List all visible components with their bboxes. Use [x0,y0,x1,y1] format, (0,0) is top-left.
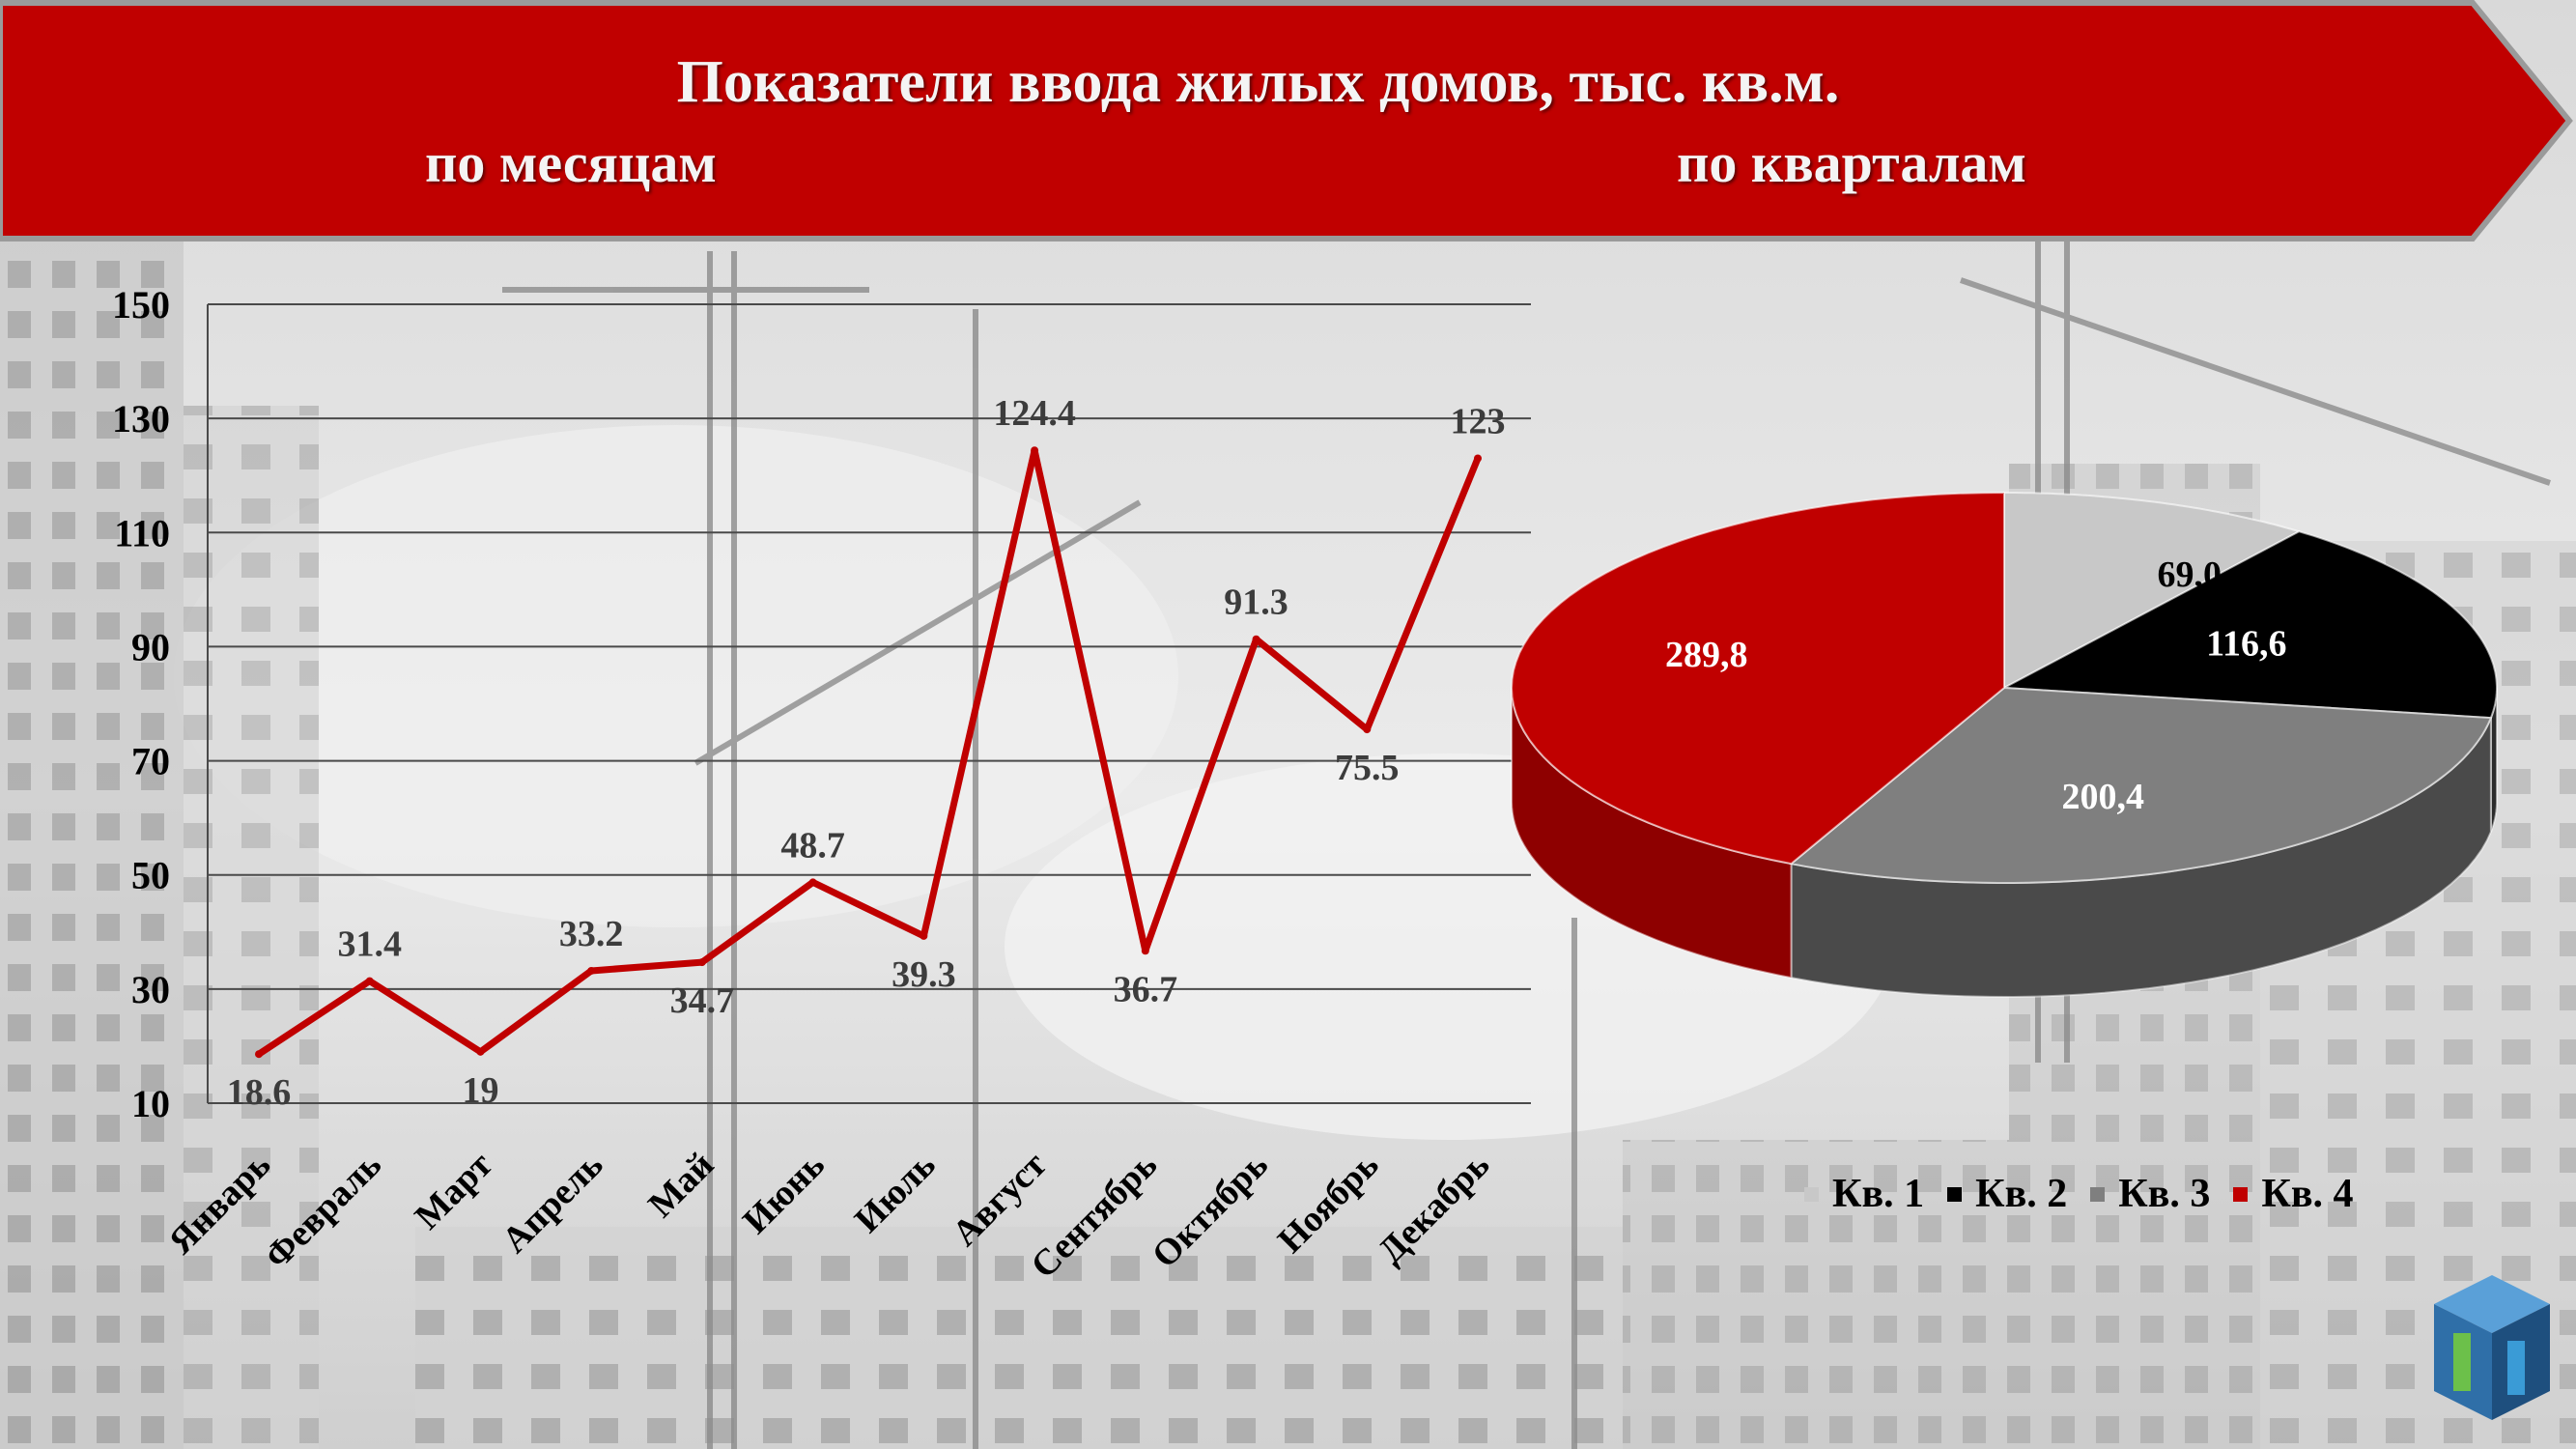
x-tick-label: Август [945,1144,1055,1254]
legend-label: Кв. 2 [1975,1172,2068,1216]
pie-value-label: 116,6 [2206,624,2286,665]
legend-item: Кв. 1 [1804,1171,1924,1217]
data-point [365,977,374,985]
x-tick-label: Ноябрь [1270,1145,1387,1262]
data-label: 48.7 [780,825,845,866]
pie-slice-1 [2003,492,2302,690]
data-point [1363,725,1372,734]
data-point [1141,947,1149,955]
series-line [257,446,1482,1058]
data-label: 75.5 [1335,748,1400,788]
legend-swatch [2090,1186,2106,1202]
pie-value-label: 69,0 [2157,554,2222,595]
data-point [1474,454,1482,463]
legend-item: Кв. 3 [2090,1171,2210,1217]
data-label: 19 [462,1070,498,1111]
legend-label: Кв. 3 [2118,1172,2211,1216]
data-point [1252,635,1260,643]
legend-swatch [2233,1186,2249,1202]
data-label: 31.4 [337,924,402,965]
pie-slice-4 [1510,491,2005,866]
data-point [808,878,817,887]
data-point [255,1050,263,1059]
company-logo [2434,1275,2550,1420]
y-tick-label: 50 [131,854,170,897]
data-point [920,931,928,940]
data-label: 39.3 [892,954,956,995]
pie-value-label: 289,8 [1665,635,1748,675]
pie-slice-3 [1789,686,2493,884]
data-point [697,958,706,967]
x-tick-label: Октябрь [1145,1145,1276,1276]
data-label: 36.7 [1114,969,1178,1009]
header-banner [0,0,2573,242]
data-point [476,1047,485,1056]
legend-swatch [1804,1186,1819,1202]
data-label: 34.7 [670,980,735,1021]
x-tick-label: Февраль [257,1145,389,1277]
monthly-line-chart: 10 30 50 70 90 110 130 150 18.6 31.4 19 33.2 34.7 48.… [112,283,1531,1286]
y-tick-label: 130 [112,397,170,440]
y-tick-label: 10 [131,1082,170,1125]
x-tick-label: Июнь [735,1145,833,1242]
legend-item: Кв. 4 [2233,1171,2354,1217]
x-tick-label: Декабрь [1371,1145,1498,1272]
pie-chart-subtitle: по кварталам [1677,131,2026,194]
legend-label: Кв. 1 [1832,1172,1925,1216]
page-title: Показатели ввода жилых домов, тыс. кв.м. [676,49,1840,115]
legend-item: Кв. 2 [1947,1171,2067,1217]
legend-swatch [1947,1186,1963,1202]
y-tick-label: 150 [112,283,170,327]
pie-legend: Кв. 1 Кв. 2 Кв. 3 Кв. 4 [1804,1169,2377,1219]
data-label: 33.2 [559,914,624,954]
data-label: 18.6 [227,1072,292,1113]
legend-label: Кв. 4 [2261,1172,2354,1216]
x-tick-label: Апрель [495,1145,611,1262]
line-chart-subtitle: по месяцам [425,131,717,194]
y-tick-label: 30 [131,968,170,1011]
y-tick-label: 70 [131,740,170,783]
x-tick-label: Июль [847,1145,944,1241]
data-label: 91.3 [1224,582,1288,623]
quarterly-pie-chart: 69,0 116,6 200,4 289,8 [1510,491,2498,999]
data-point [1031,446,1039,455]
data-point [587,966,596,975]
x-tick-label: Март [408,1144,501,1237]
y-tick-label: 110 [114,511,170,554]
x-tick-label: Май [640,1145,722,1226]
y-tick-label: 90 [131,625,170,668]
pie-slice-2 [2000,530,2498,720]
data-label: 124.4 [993,393,1076,434]
data-label: 123 [1451,401,1506,441]
pie-value-label: 200,4 [2061,777,2144,817]
